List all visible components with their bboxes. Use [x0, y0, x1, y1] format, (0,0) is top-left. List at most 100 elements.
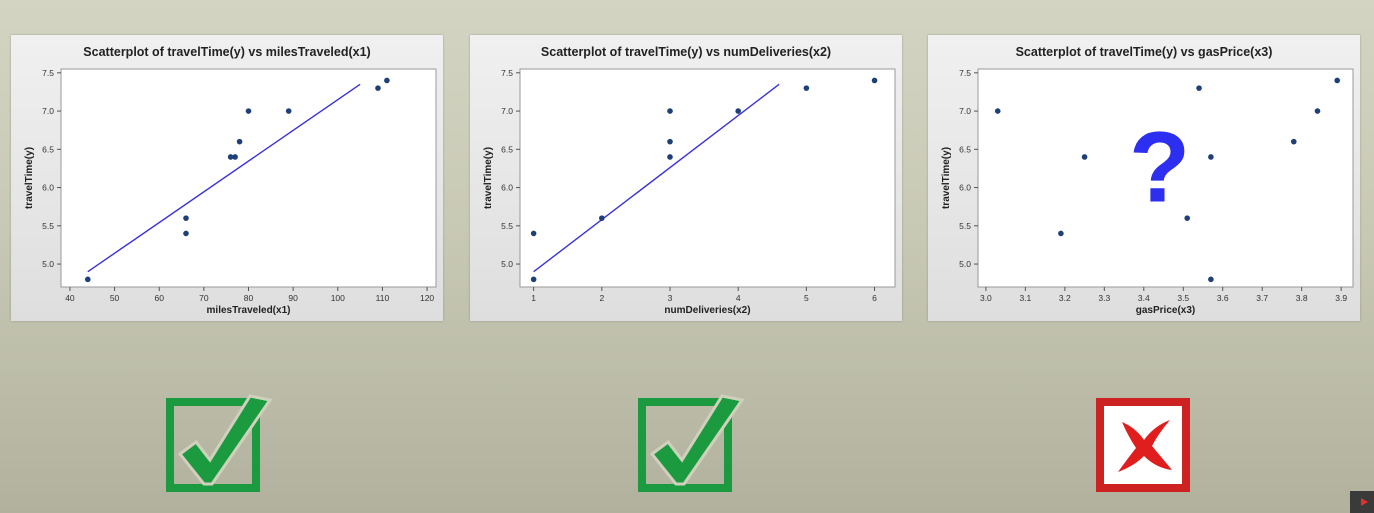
- data-point: [1081, 154, 1088, 160]
- x-tick-label: 3: [668, 293, 673, 303]
- data-point: [84, 276, 91, 283]
- x-tick-label: 2: [599, 293, 604, 303]
- data-point: [1184, 215, 1191, 221]
- plot-area: [977, 68, 1354, 288]
- data-point: [667, 138, 673, 145]
- x-tick-label: 3.7: [1256, 293, 1268, 303]
- y-tick-label: 5.0: [501, 259, 513, 269]
- x-tick-label: 3.8: [1296, 293, 1308, 303]
- x-tick-label: 3.9: [1335, 293, 1347, 303]
- x-tick-label: 90: [288, 293, 298, 303]
- y-tick-label: 6.5: [42, 144, 54, 154]
- play-icon[interactable]: [1350, 491, 1374, 513]
- y-tick-label: 5.0: [959, 259, 971, 269]
- data-point: [236, 138, 243, 145]
- scatterplot-num-deliveries: Scatterplot of travelTime(y) vs numDeliv…: [483, 45, 896, 316]
- y-tick-label: 7.5: [501, 68, 513, 78]
- chart-title: Scatterplot of travelTime(y) vs numDeliv…: [541, 45, 831, 59]
- data-point: [245, 108, 252, 114]
- y-axis-label: travelTime(y): [941, 147, 952, 209]
- x-tick-label: 3.6: [1217, 293, 1229, 303]
- y-tick-label: 5.0: [42, 259, 54, 269]
- chart-panel-miles-traveled: Scatterplot of travelTime(y) vs milesTra…: [11, 35, 443, 321]
- y-tick-label: 6.0: [42, 183, 54, 193]
- y-tick-label: 7.0: [501, 106, 513, 116]
- x-tick-label: 3.3: [1098, 293, 1110, 303]
- x-tick-label: 80: [244, 293, 254, 303]
- chart-panel-num-deliveries: Scatterplot of travelTime(y) vs numDeliv…: [470, 35, 902, 321]
- data-point: [803, 85, 810, 91]
- data-point: [667, 154, 673, 160]
- x-tick-label: 100: [331, 293, 345, 303]
- cross-icon-graphic: [1096, 398, 1190, 492]
- data-point: [530, 276, 537, 283]
- chart-panel-gas-price: Scatterplot of travelTime(y) vs gasPrice…: [928, 35, 1360, 321]
- data-point: [227, 154, 234, 160]
- data-point: [871, 77, 878, 84]
- fit-line: [533, 83, 780, 273]
- data-point: [375, 85, 381, 91]
- x-tick-label: 1: [531, 293, 536, 303]
- y-tick-label: 5.5: [501, 221, 513, 231]
- x-tick-label: 3.1: [1019, 293, 1031, 303]
- checkmark-icon-graphic: [166, 394, 273, 492]
- scatterplot-gas-price: Scatterplot of travelTime(y) vs gasPrice…: [941, 45, 1354, 316]
- x-tick-label: 3.5: [1177, 293, 1189, 303]
- fit-line: [87, 83, 361, 273]
- checkmark-icon-graphic: [638, 394, 745, 492]
- y-tick-label: 7.0: [42, 106, 54, 116]
- x-tick-label: 5: [804, 293, 809, 303]
- question-mark-icon: ?: [1129, 111, 1190, 223]
- data-point: [232, 154, 238, 160]
- y-axis-label: travelTime(y): [483, 147, 494, 209]
- data-point: [1058, 230, 1064, 237]
- x-tick-label: 4: [736, 293, 741, 303]
- data-point: [994, 108, 1001, 114]
- x-tick-label: 3.0: [980, 293, 992, 303]
- plot-area: [519, 68, 896, 288]
- y-tick-label: 6.0: [959, 183, 971, 193]
- data-point: [1290, 138, 1297, 145]
- x-axis-label: milesTraveled(x1): [207, 305, 291, 316]
- x-tick-label: 3.4: [1138, 293, 1150, 303]
- data-point: [183, 215, 189, 221]
- y-tick-label: 7.0: [959, 106, 971, 116]
- data-point: [1334, 77, 1341, 84]
- x-tick-label: 3.2: [1059, 293, 1071, 303]
- y-axis-label: travelTime(y): [24, 147, 35, 209]
- checkmark-icon: [166, 394, 273, 492]
- data-point: [735, 108, 741, 114]
- data-point: [1196, 85, 1202, 91]
- y-tick-label: 7.5: [959, 68, 971, 78]
- x-axis-label: numDeliveries(x2): [664, 305, 750, 316]
- chart-title: Scatterplot of travelTime(y) vs milesTra…: [83, 45, 370, 59]
- data-point: [530, 230, 537, 237]
- x-axis-label: gasPrice(x3): [1136, 305, 1195, 316]
- plot-area: [60, 68, 437, 288]
- scatterplot-miles-traveled: Scatterplot of travelTime(y) vs milesTra…: [24, 45, 437, 316]
- data-point: [1314, 108, 1321, 114]
- chart-title: Scatterplot of travelTime(y) vs gasPrice…: [1016, 45, 1273, 59]
- x-tick-label: 70: [199, 293, 209, 303]
- x-tick-label: 40: [65, 293, 75, 303]
- data-point: [183, 230, 189, 237]
- y-tick-label: 5.5: [959, 221, 971, 231]
- data-point: [285, 108, 292, 114]
- data-point: [1208, 276, 1214, 283]
- data-point: [384, 77, 390, 84]
- x-tick-label: 110: [376, 293, 390, 303]
- data-point: [1208, 154, 1214, 160]
- cross-icon: [1096, 398, 1190, 492]
- y-tick-label: 5.5: [42, 221, 54, 231]
- data-point: [599, 215, 605, 221]
- y-tick-label: 6.0: [501, 183, 513, 193]
- x-tick-label: 6: [872, 293, 877, 303]
- x-tick-label: 50: [110, 293, 120, 303]
- data-point: [667, 108, 673, 114]
- x-tick-label: 60: [154, 293, 164, 303]
- y-tick-label: 7.5: [42, 68, 54, 78]
- y-tick-label: 6.5: [501, 144, 513, 154]
- checkmark-icon: [638, 394, 745, 492]
- y-tick-label: 6.5: [959, 144, 971, 154]
- x-tick-label: 120: [420, 293, 434, 303]
